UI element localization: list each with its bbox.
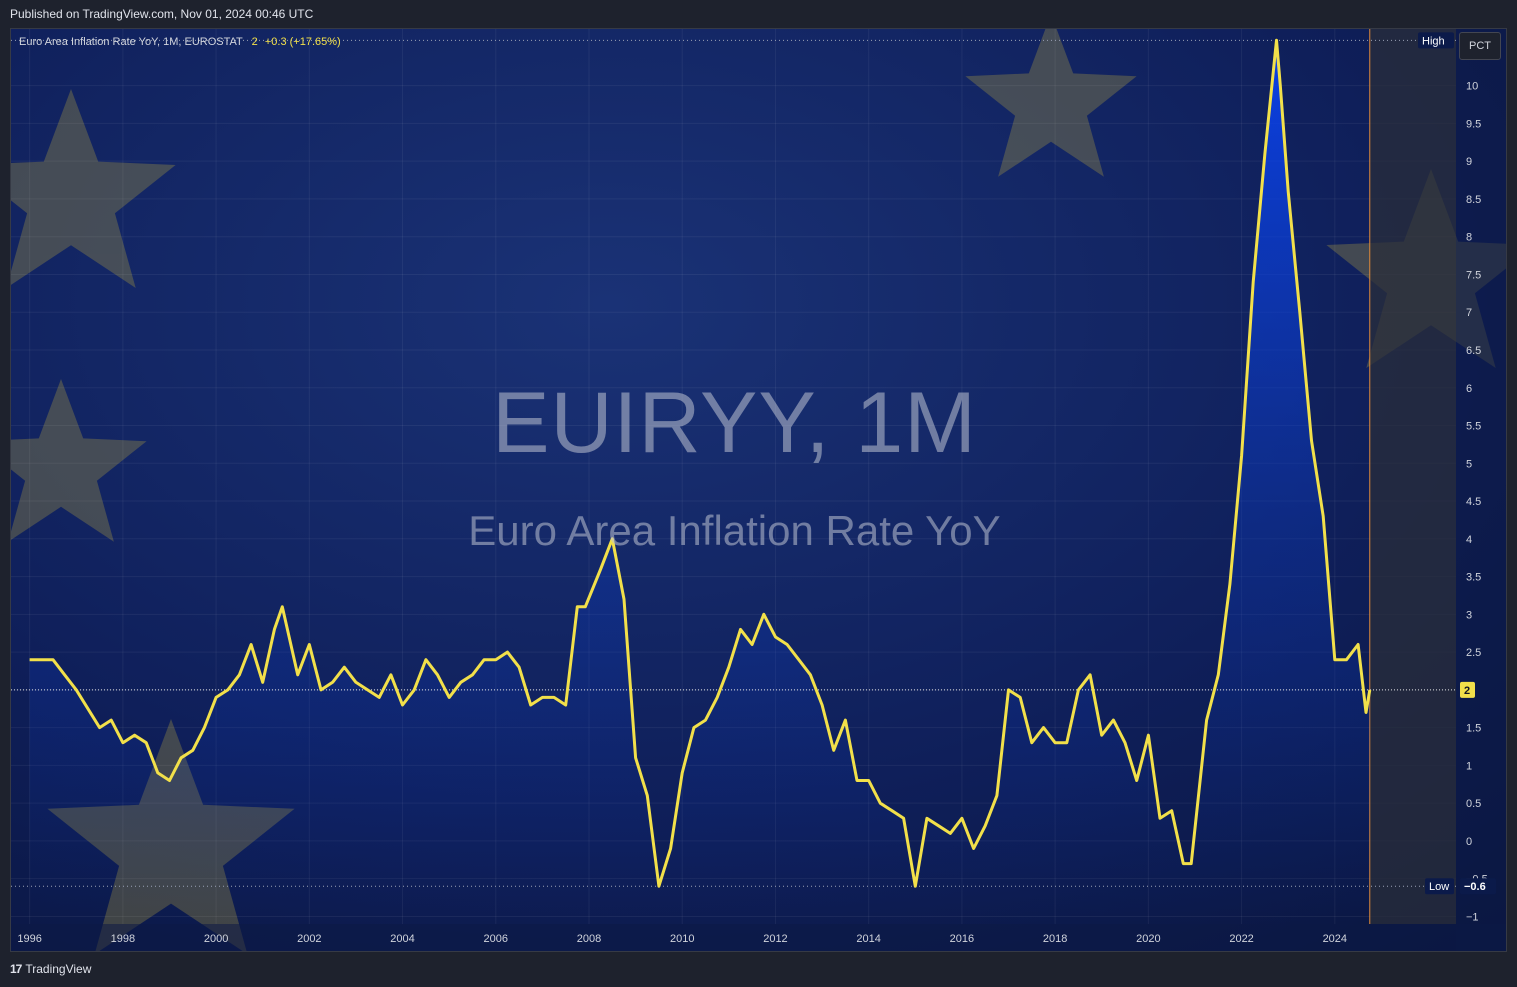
background-star-icon (11, 89, 176, 288)
y-tick-label: −1 (1466, 911, 1479, 923)
top-bar: Published on TradingView.com, Nov 01, 20… (0, 0, 1517, 28)
x-tick-label: 1996 (17, 933, 41, 945)
x-tick-label: 1998 (111, 933, 135, 945)
y-tick-label: 8.5 (1466, 194, 1481, 206)
legend[interactable]: Euro Area Inflation Rate YoY, 1M, EUROST… (19, 36, 341, 48)
background-star-icon (11, 379, 147, 542)
legend-change: +0.3 (+17.65%) (264, 36, 341, 48)
tradingview-logo-icon: 17 (10, 962, 22, 976)
series-area-fill (29, 40, 1370, 925)
tradingview-brand[interactable]: 17 TradingView (10, 962, 91, 976)
x-tick-label: 2012 (763, 933, 787, 945)
watermark-description: Euro Area Inflation Rate YoY (468, 507, 1001, 554)
x-tick-label: 2016 (950, 933, 974, 945)
axis-badges: 2 −0.6 High Low (1418, 32, 1496, 895)
x-tick-label: 2018 (1043, 933, 1067, 945)
last-value-badge-bg (1460, 681, 1475, 698)
x-tick-label: 2014 (856, 933, 880, 945)
y-tick-label: 6.5 (1466, 345, 1481, 357)
y-tick-label: 6 (1466, 383, 1472, 395)
bottom-bar: 17 TradingView (0, 952, 1517, 987)
background-star-icon (965, 29, 1137, 177)
x-tick-label: 2008 (577, 933, 601, 945)
published-text: Published on TradingView.com, Nov 01, 20… (10, 7, 314, 21)
high-label: High (1422, 35, 1445, 47)
last-value-badge: 2 (1464, 685, 1470, 697)
y-tick-label: 3.5 (1466, 572, 1481, 584)
future-zone (1369, 29, 1456, 924)
x-tick-label: 2000 (204, 933, 228, 945)
low-value-badge: −0.6 (1464, 881, 1486, 893)
high-label-bg (1418, 32, 1454, 49)
x-tick-label: 2006 (484, 933, 508, 945)
y-tick-label: 7.5 (1466, 269, 1481, 281)
y-tick-label: 4 (1466, 534, 1472, 546)
watermark-symbol: EUIRYY, 1M (492, 375, 977, 471)
price-axis-background (1456, 29, 1506, 951)
x-tick-label: 2020 (1136, 933, 1160, 945)
y-tick-label: 9 (1466, 156, 1472, 168)
x-tick-label: 2002 (297, 933, 321, 945)
time-axis[interactable]: 1996 1998 2000 2002 2004 2006 2008 2010 2012 2014… (11, 924, 1506, 951)
time-axis-background (11, 924, 1506, 951)
inflation-line[interactable] (29, 38, 1372, 888)
y-tick-label: 10 (1466, 81, 1478, 93)
y-tick-label: 1.5 (1466, 723, 1481, 735)
x-tick-label: 2010 (670, 933, 694, 945)
pct-scale-button[interactable]: PCT (1459, 32, 1501, 60)
low-value-badge-bg (1460, 878, 1496, 895)
low-label: Low (1429, 881, 1449, 893)
legend-value: 2 (251, 36, 258, 48)
y-tick-label: 0.5 (1466, 798, 1481, 810)
y-tick-label: 9.5 (1466, 118, 1481, 130)
y-tick-label: 0 (1466, 836, 1472, 848)
chart-svg[interactable]: −1−0.500.511.522.533.544.555.566.577.588… (11, 29, 1506, 951)
y-tick-label: 4.5 (1466, 496, 1481, 508)
y-tick-label: 8 (1466, 232, 1472, 244)
x-tick-label: 2022 (1229, 933, 1253, 945)
y-tick-label: 2.5 (1466, 647, 1481, 659)
legend-series-name[interactable]: Euro Area Inflation Rate YoY, 1M, EUROST… (19, 36, 243, 48)
tradingview-brand-label: TradingView (25, 962, 92, 976)
chart-frame[interactable]: −1−0.500.511.522.533.544.555.566.577.588… (10, 28, 1507, 952)
y-tick-label: 1 (1466, 760, 1472, 772)
x-tick-label: 2004 (390, 933, 414, 945)
y-tick-label: 7 (1466, 307, 1472, 319)
y-tick-label: 5.5 (1466, 421, 1481, 433)
price-axis[interactable]: −1−0.500.511.522.533.544.555.566.577.588… (1456, 29, 1506, 951)
low-label-bg (1425, 878, 1454, 895)
x-tick-label: 2024 (1323, 933, 1347, 945)
y-tick-label: 5 (1466, 458, 1472, 470)
y-tick-label: 3 (1466, 609, 1472, 621)
